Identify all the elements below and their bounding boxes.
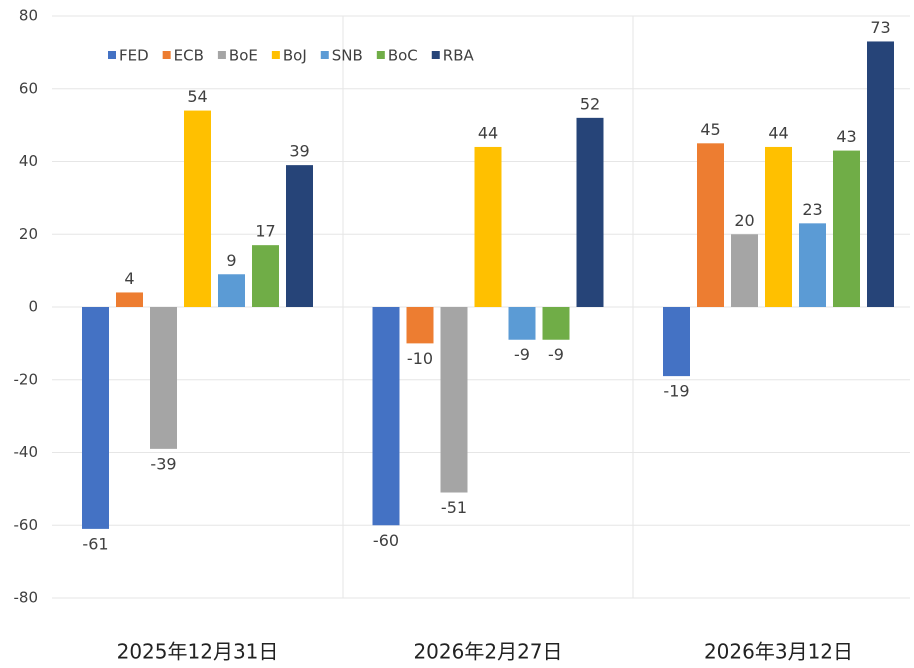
- legend-label: SNB: [332, 47, 363, 65]
- data-label: -39: [150, 454, 176, 473]
- bar: [286, 165, 313, 307]
- y-tick-label: -20: [14, 370, 39, 388]
- legend-label: ECB: [174, 47, 204, 65]
- data-label: 54: [187, 87, 207, 106]
- y-tick-label: -80: [14, 589, 39, 607]
- bar: [697, 143, 724, 307]
- data-label: 45: [700, 120, 720, 139]
- bar: [867, 41, 894, 308]
- bar: [116, 292, 143, 307]
- y-tick-label: 80: [19, 7, 38, 25]
- legend-label: RBA: [443, 47, 475, 65]
- data-label: 44: [478, 123, 498, 142]
- bar: [663, 307, 690, 377]
- bar: [150, 307, 177, 449]
- data-label: -9: [514, 345, 530, 364]
- legend-label: BoE: [229, 47, 258, 65]
- data-label: 17: [255, 222, 275, 241]
- data-label: 73: [870, 18, 890, 37]
- bar: [218, 274, 245, 307]
- bar: [440, 307, 468, 493]
- x-tick-label: 2026年2月27日: [413, 640, 562, 664]
- legend-swatch: [320, 51, 329, 59]
- bar: [799, 223, 826, 307]
- legend-swatch: [217, 51, 226, 59]
- legend-swatch: [162, 51, 171, 59]
- data-label: 23: [802, 200, 822, 219]
- data-label: -9: [548, 345, 564, 364]
- data-label: -10: [407, 349, 433, 368]
- legend-label: FED: [119, 47, 149, 65]
- data-label: -19: [663, 382, 689, 401]
- bar: [474, 146, 502, 307]
- bar: [576, 117, 604, 307]
- data-label: 43: [836, 127, 856, 146]
- legend-swatch: [376, 51, 385, 59]
- bar: [508, 307, 536, 340]
- y-tick-label: 40: [19, 152, 38, 170]
- x-tick-label: 2026年3月12日: [704, 640, 853, 664]
- bar: [765, 146, 792, 307]
- data-label: 39: [289, 142, 309, 161]
- data-label: 52: [580, 94, 600, 113]
- legend-swatch: [431, 51, 440, 59]
- bar: [252, 245, 279, 307]
- x-tick-label: 2025年12月31日: [117, 640, 279, 664]
- data-label: 44: [768, 123, 788, 142]
- data-label: 4: [124, 269, 134, 288]
- y-tick-label: 20: [19, 225, 38, 243]
- legend-label: BoC: [388, 47, 418, 65]
- bar: [731, 234, 758, 307]
- bar: [82, 307, 109, 529]
- legend-label: BoJ: [283, 47, 307, 65]
- data-label: -60: [373, 531, 399, 550]
- bar: [542, 307, 570, 340]
- bar: [406, 307, 434, 344]
- bar: [372, 307, 400, 526]
- legend-swatch: [271, 51, 280, 59]
- y-tick-label: -60: [14, 516, 39, 534]
- bar: [833, 150, 860, 307]
- data-label: 20: [734, 211, 754, 230]
- legend-swatch: [108, 51, 116, 59]
- data-label: -61: [82, 534, 108, 553]
- data-label: 9: [226, 251, 236, 270]
- y-tick-label: 60: [19, 79, 38, 97]
- y-tick-label: 0: [28, 298, 38, 316]
- bar: [184, 110, 211, 307]
- data-label: -51: [441, 498, 467, 517]
- y-tick-label: -40: [14, 443, 39, 461]
